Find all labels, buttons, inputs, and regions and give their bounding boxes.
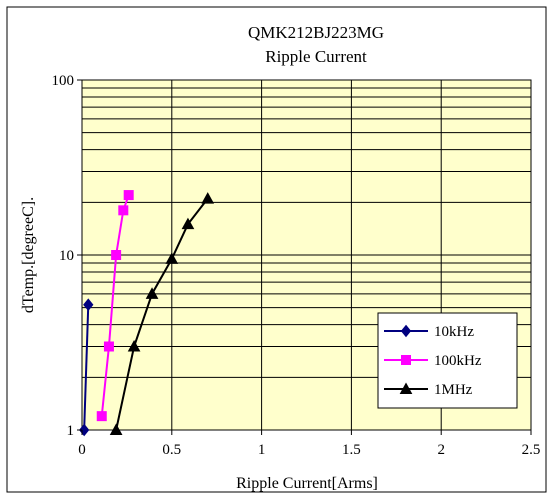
legend-marker: [401, 355, 411, 365]
legend: 10kHz 100kHz 1MHz: [377, 312, 518, 409]
data-point: [96, 411, 107, 422]
series-layer: [79, 190, 215, 437]
y-axis-ticks: 1 10 100: [52, 73, 82, 439]
x-tick-label: 0: [78, 442, 86, 458]
legend-marker: [400, 324, 412, 338]
data-point: [109, 423, 123, 435]
legend-label: 100kHz: [434, 353, 482, 369]
chart-title: QMK212BJ223MG: [248, 23, 384, 42]
y-tick-label: 100: [52, 73, 75, 89]
x-tick-label: 2.5: [522, 442, 541, 458]
y-axis-label: dTemp.[degreeC].: [20, 197, 37, 313]
legend-item: 1MHz: [384, 382, 473, 398]
series-1mhz: [109, 192, 215, 435]
data-point: [123, 190, 134, 201]
legend-label: 10kHz: [434, 324, 474, 340]
data-point: [103, 341, 114, 352]
x-tick-label: 1: [258, 442, 266, 458]
x-tick-label: 0.5: [162, 442, 181, 458]
series-10khz: [79, 298, 94, 437]
data-point: [181, 217, 195, 230]
data-point: [118, 205, 129, 216]
series-line: [83, 304, 90, 431]
data-point: [111, 250, 122, 260]
legend-item: 100kHz: [384, 353, 482, 369]
series-line: [115, 198, 209, 431]
data-point: [165, 252, 179, 264]
data-point: [83, 298, 94, 311]
data-point: [145, 287, 159, 299]
y-tick-label: 1: [67, 423, 75, 439]
x-tick-label: 1.5: [342, 442, 361, 458]
series-100khz: [96, 190, 134, 422]
legend-item: 10kHz: [384, 324, 474, 340]
legend-marker: [399, 382, 413, 394]
x-tick-label: 2: [437, 442, 445, 458]
x-axis-label: Ripple Current[Arms]: [236, 475, 378, 492]
data-point: [201, 192, 215, 204]
y-tick-label: 10: [59, 248, 74, 264]
chart-subtitle: Ripple Current: [265, 47, 367, 66]
x-axis-ticks: 0 0.5 1 1.5 2 2.5: [78, 430, 540, 458]
legend-label: 1MHz: [434, 382, 473, 398]
data-point: [127, 339, 141, 352]
